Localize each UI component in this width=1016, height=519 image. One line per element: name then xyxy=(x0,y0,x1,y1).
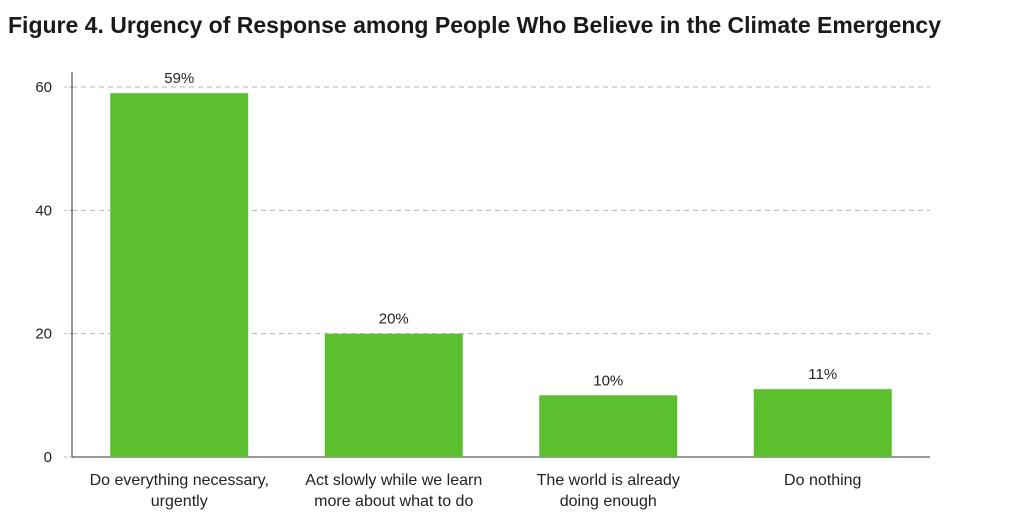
x-tick-label: Do nothing xyxy=(784,472,861,489)
y-tick-label: 40 xyxy=(35,202,52,219)
x-tick-label: Do everything necessary, xyxy=(90,472,269,489)
bar xyxy=(539,395,678,457)
y-tick-label: 0 xyxy=(44,449,52,466)
x-tick-label: Act slowly while we learn xyxy=(305,472,482,489)
x-tick-label: more about what to do xyxy=(314,493,473,510)
bar xyxy=(324,333,463,457)
x-tick-label: doing enough xyxy=(560,493,657,510)
gridlines xyxy=(64,86,930,458)
y-tick-label: 60 xyxy=(35,79,52,96)
data-label: 20% xyxy=(379,311,409,328)
data-label: 10% xyxy=(593,372,623,389)
bar xyxy=(110,93,249,458)
x-tick-label: The world is already xyxy=(537,472,680,489)
bars xyxy=(110,93,892,458)
bar xyxy=(753,389,892,457)
labels: 0 20 40 60 59% Do everything necessary, urgent… xyxy=(35,70,861,510)
y-tick-label: 20 xyxy=(35,326,52,343)
x-tick-label: urgently xyxy=(151,493,208,510)
data-label: 59% xyxy=(164,70,194,87)
data-label: 11% xyxy=(808,366,837,383)
chart-title: Figure 4. Urgency of Response among Peop… xyxy=(8,12,942,38)
